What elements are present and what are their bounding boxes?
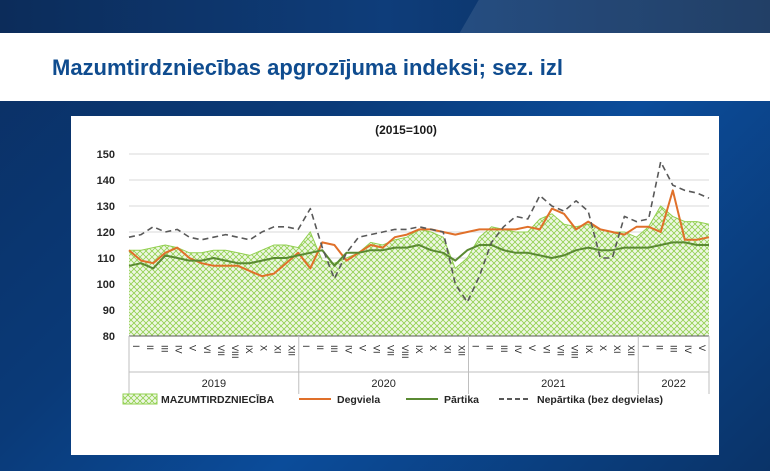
x-tick-label: II xyxy=(145,345,155,350)
x-tick-label: XI xyxy=(442,345,452,354)
x-tick-label: X xyxy=(258,345,268,351)
x-tick-label: XII xyxy=(287,345,297,356)
x-tick-label: V xyxy=(357,345,367,351)
x-tick-label: VIII xyxy=(230,345,240,359)
x-tick-label: VIII xyxy=(400,345,410,359)
x-tick-label: I xyxy=(640,345,650,348)
y-tick-label: 110 xyxy=(97,253,115,265)
y-tick-label: 80 xyxy=(103,331,115,343)
x-tick-label: VII xyxy=(216,345,226,356)
legend-label: MAZUMTIRDZNIECĪBA xyxy=(161,394,275,406)
x-tick-label: III xyxy=(329,345,339,353)
x-tick-label: IX xyxy=(244,345,254,354)
y-tick-label: 100 xyxy=(97,279,115,291)
chart-subtitle: (2015=100) xyxy=(375,123,437,137)
x-tick-label: IV xyxy=(683,345,693,354)
y-tick-label: 140 xyxy=(97,175,115,187)
x-tick-label: III xyxy=(159,345,169,353)
x-tick-label: IV xyxy=(343,345,353,354)
y-tick-label: 130 xyxy=(97,201,115,213)
x-tick-label: VI xyxy=(372,345,382,354)
year-label: 2019 xyxy=(202,378,226,390)
x-tick-label: VIII xyxy=(570,345,580,359)
chart-panel: (2015=100) 80 90 100 110 120 130 140 150 I II III… xyxy=(71,116,719,455)
legend-swatch xyxy=(122,393,158,405)
series-line-nepartika xyxy=(128,160,710,303)
legend-label: Nepārtika (bez degvielas) xyxy=(537,394,663,406)
area-series-mazumtirdznieciba xyxy=(129,206,709,336)
series-line-partika xyxy=(128,241,709,270)
x-tick-label: VII xyxy=(386,345,396,356)
x-tick-label: I xyxy=(471,345,481,348)
x-tick-label: II xyxy=(654,345,664,350)
x-tick-label: III xyxy=(499,345,509,353)
x-tick-label: V xyxy=(697,345,707,351)
x-tick-label: I xyxy=(301,345,311,348)
x-tick-label: XII xyxy=(456,345,466,356)
x-tick-label: I xyxy=(131,345,141,348)
x-tick-label: IV xyxy=(174,345,184,354)
x-tick-label: X xyxy=(428,345,438,351)
legend-label: Degviela xyxy=(337,394,380,406)
x-tick-label: IX xyxy=(584,345,594,354)
x-tick-label: II xyxy=(485,345,495,350)
x-tick-label: IX xyxy=(414,345,424,354)
x-tick-label: X xyxy=(598,345,608,351)
x-tick-label: II xyxy=(315,345,325,350)
x-tick-label: III xyxy=(669,345,679,353)
year-label: 2021 xyxy=(541,378,565,390)
x-tick-label: VI xyxy=(202,345,212,354)
x-tick-label: V xyxy=(527,345,537,351)
series-line-degviela xyxy=(128,189,710,278)
x-tick-label: V xyxy=(188,345,198,351)
y-tick-label: 120 xyxy=(97,227,115,239)
x-tick-label: IV xyxy=(513,345,523,354)
legend-label: Pārtika xyxy=(444,394,479,406)
x-tick-label: XII xyxy=(626,345,636,356)
x-tick-label: VII xyxy=(555,345,565,356)
x-tick-label: XI xyxy=(273,345,283,354)
y-tick-label: 90 xyxy=(103,305,115,317)
slide-title: Mazumtirdzniecības apgrozījuma indeksi; … xyxy=(52,55,564,80)
x-tick-label: XI xyxy=(612,345,622,354)
year-label: 2022 xyxy=(661,378,685,390)
year-label: 2020 xyxy=(371,378,395,390)
title-band xyxy=(0,33,770,101)
x-tick-label: VI xyxy=(541,345,551,354)
y-tick-label: 150 xyxy=(97,149,115,161)
